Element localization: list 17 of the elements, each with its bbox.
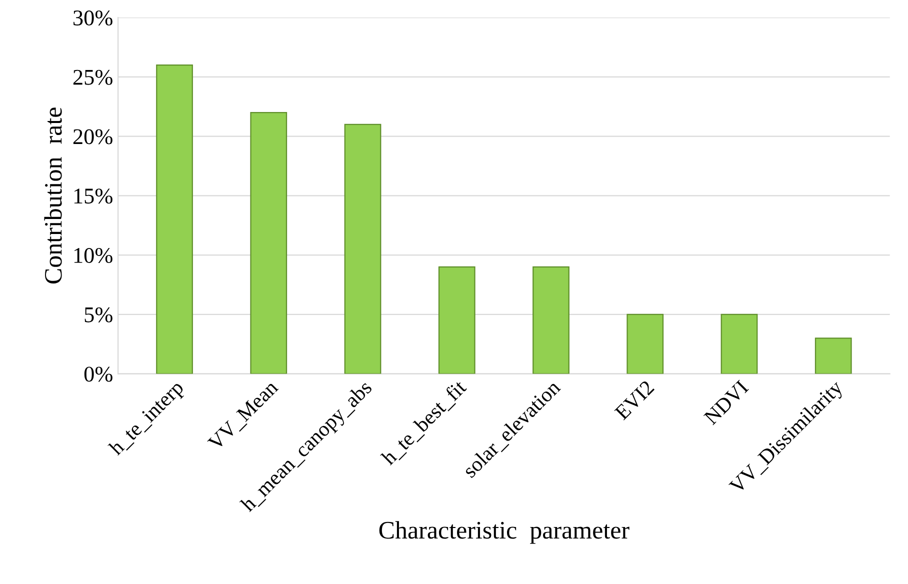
bar	[438, 266, 476, 374]
bar	[250, 112, 288, 374]
bar	[814, 338, 852, 374]
bar	[532, 266, 570, 374]
bar	[626, 314, 664, 374]
bar	[156, 64, 193, 374]
bar	[344, 124, 382, 374]
y-tick-label: 10%	[74, 248, 112, 264]
y-tick-label: 25%	[73, 70, 112, 85]
y-tick-label: 15%	[74, 188, 112, 204]
y-tick-label: 5%	[84, 307, 112, 322]
y-tick-label: 20%	[73, 129, 112, 144]
y-axis-title: Contribution rate	[44, 108, 62, 284]
y-tick-label: 0%	[84, 366, 112, 382]
bar	[720, 314, 758, 374]
x-axis-title: Characteristic parameter	[379, 521, 630, 544]
y-tick-label: 30%	[74, 10, 112, 26]
